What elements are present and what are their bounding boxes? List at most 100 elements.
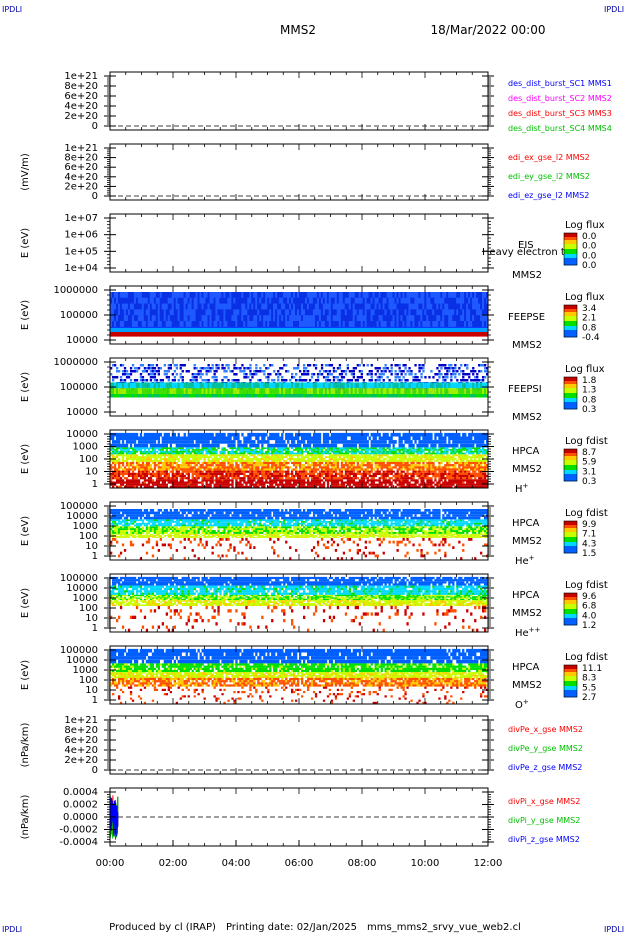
heatmap-cell bbox=[195, 394, 198, 398]
heatmap-cell bbox=[169, 394, 172, 398]
heatmap-cell bbox=[171, 394, 174, 398]
heatmap-cell bbox=[173, 466, 176, 469]
heatmap-cell bbox=[173, 315, 176, 321]
heatmap-cell bbox=[135, 388, 139, 394]
colorbar-cell bbox=[564, 400, 577, 402]
heatmap-cell bbox=[460, 292, 463, 298]
heatmap-cell bbox=[229, 468, 232, 471]
heatmap-cell bbox=[444, 382, 447, 389]
heatmap-cell bbox=[123, 460, 127, 462]
heatmap-cell bbox=[281, 309, 284, 316]
heatmap-cell bbox=[285, 303, 288, 310]
heatmap-cell bbox=[207, 450, 210, 453]
heatmap-cell bbox=[155, 450, 159, 453]
heatmap-cell bbox=[233, 468, 236, 471]
heatmap-cell bbox=[205, 456, 208, 459]
heatmap-cell bbox=[215, 464, 218, 467]
heatmap-cell bbox=[404, 297, 407, 304]
heatmap-cell bbox=[340, 292, 344, 298]
heatmap-cell bbox=[378, 388, 381, 394]
heatmap-cell bbox=[285, 466, 288, 469]
colorbar-cell bbox=[564, 321, 577, 323]
heatmap-cell bbox=[380, 382, 383, 389]
heatmap-cell bbox=[247, 303, 250, 310]
heatmap-cell bbox=[251, 292, 254, 298]
heatmap-cell bbox=[114, 303, 117, 310]
heatmap-cell bbox=[336, 321, 340, 327]
colorbar-cell bbox=[564, 384, 577, 386]
heatmap-cell bbox=[219, 466, 222, 469]
heatmap-cell bbox=[271, 466, 274, 469]
heatmap-cell bbox=[332, 376, 336, 379]
heatmap-cell bbox=[110, 367, 113, 370]
heatmap-cell bbox=[143, 464, 147, 467]
heatmap-cell bbox=[191, 485, 194, 488]
heatmap-cell bbox=[173, 309, 176, 316]
heatmap-cell bbox=[129, 309, 133, 316]
heatmap-cell bbox=[133, 479, 137, 482]
heatmap-cell bbox=[129, 373, 133, 376]
heatmap-cell bbox=[408, 370, 411, 373]
heatmap-cell bbox=[368, 292, 371, 298]
heatmap-cell bbox=[131, 479, 135, 482]
heatmap-cell bbox=[213, 447, 216, 450]
y-tick-label: 4e+20 bbox=[64, 172, 98, 183]
heatmap-cell bbox=[259, 477, 262, 480]
heatmap-cell bbox=[187, 460, 190, 462]
heatmap-cell bbox=[241, 461, 244, 465]
heatmap-cell bbox=[289, 483, 292, 486]
heatmap-cell bbox=[384, 394, 387, 398]
colorbar-cell bbox=[564, 235, 577, 237]
heatmap-cell bbox=[110, 472, 113, 475]
heatmap-cell bbox=[287, 297, 290, 304]
heatmap-cell bbox=[281, 303, 284, 310]
heatmap-cell bbox=[116, 479, 119, 482]
heatmap-cell bbox=[271, 474, 274, 478]
heatmap-cell bbox=[414, 388, 417, 394]
heatmap-cell bbox=[149, 364, 153, 367]
heatmap-cell bbox=[118, 309, 121, 316]
heatmap-cell bbox=[263, 321, 266, 327]
heatmap-cell bbox=[119, 449, 123, 451]
heatmap-cell bbox=[125, 440, 129, 444]
heatmap-cell bbox=[448, 367, 451, 370]
heatmap-cell bbox=[404, 315, 407, 321]
heatmap-cell bbox=[366, 364, 369, 367]
heatmap-cell bbox=[171, 450, 174, 453]
heatmap-cell bbox=[249, 364, 252, 367]
heatmap-cell bbox=[197, 297, 200, 304]
heatmap-cell bbox=[316, 303, 320, 310]
heatmap-cell bbox=[452, 321, 455, 327]
heatmap-cell bbox=[247, 450, 250, 453]
heatmap-cell bbox=[249, 481, 252, 484]
heatmap-cell bbox=[116, 315, 119, 321]
heatmap-cell bbox=[157, 461, 160, 465]
heatmap-cell bbox=[396, 394, 399, 398]
heatmap-cell bbox=[151, 321, 155, 327]
heatmap-cell bbox=[243, 388, 246, 394]
heatmap-cell bbox=[478, 309, 481, 316]
heatmap-cell bbox=[205, 370, 208, 373]
heatmap-cell bbox=[362, 315, 365, 321]
colorbar-cell bbox=[564, 331, 577, 333]
heatmap-cell bbox=[233, 443, 236, 448]
heatmap-cell bbox=[392, 297, 395, 304]
heatmap-cell bbox=[147, 454, 151, 457]
colorbar-cell bbox=[564, 254, 577, 256]
heatmap-cell bbox=[181, 472, 184, 475]
heatmap-cell bbox=[418, 297, 421, 304]
heatmap-cell bbox=[245, 436, 248, 441]
heatmap-cell bbox=[189, 321, 192, 327]
heatmap-cell bbox=[283, 309, 286, 316]
heatmap-cell bbox=[301, 382, 304, 389]
heatmap-cell bbox=[195, 454, 198, 457]
heatmap-cell bbox=[289, 382, 292, 389]
heatmap-cell bbox=[225, 479, 228, 482]
heatmap-cell bbox=[201, 373, 204, 376]
heatmap-cell bbox=[370, 373, 373, 376]
heatmap-cell bbox=[456, 321, 459, 327]
heatmap-cell bbox=[163, 303, 166, 310]
heatmap-cell bbox=[173, 450, 176, 453]
heatmap-cell bbox=[326, 297, 330, 304]
heatmap-cell bbox=[155, 309, 159, 316]
